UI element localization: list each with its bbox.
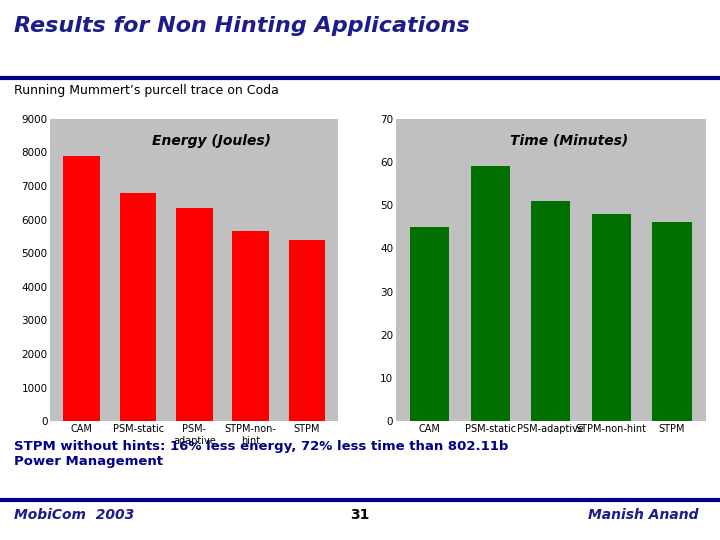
Text: Time (Minutes): Time (Minutes) bbox=[510, 134, 629, 148]
Bar bbox=[592, 214, 631, 421]
Bar bbox=[471, 166, 510, 421]
Bar bbox=[531, 201, 570, 421]
Text: Results for Non Hinting Applications: Results for Non Hinting Applications bbox=[14, 16, 470, 36]
Text: MobiCom  2003: MobiCom 2003 bbox=[14, 508, 135, 522]
Text: Running Mummert’s purcell trace on Coda: Running Mummert’s purcell trace on Coda bbox=[14, 84, 279, 97]
Bar bbox=[410, 227, 449, 421]
Text: 31: 31 bbox=[351, 508, 369, 522]
Text: Manish Anand: Manish Anand bbox=[588, 508, 698, 522]
Bar bbox=[63, 156, 100, 421]
Bar bbox=[289, 240, 325, 421]
Text: Energy (Joules): Energy (Joules) bbox=[152, 134, 271, 148]
Bar bbox=[176, 208, 212, 421]
Bar bbox=[233, 231, 269, 421]
Bar bbox=[120, 193, 156, 421]
Bar bbox=[652, 222, 691, 421]
Text: STPM without hints: 16% less energy, 72% less time than 802.11b
Power Management: STPM without hints: 16% less energy, 72%… bbox=[14, 440, 509, 468]
